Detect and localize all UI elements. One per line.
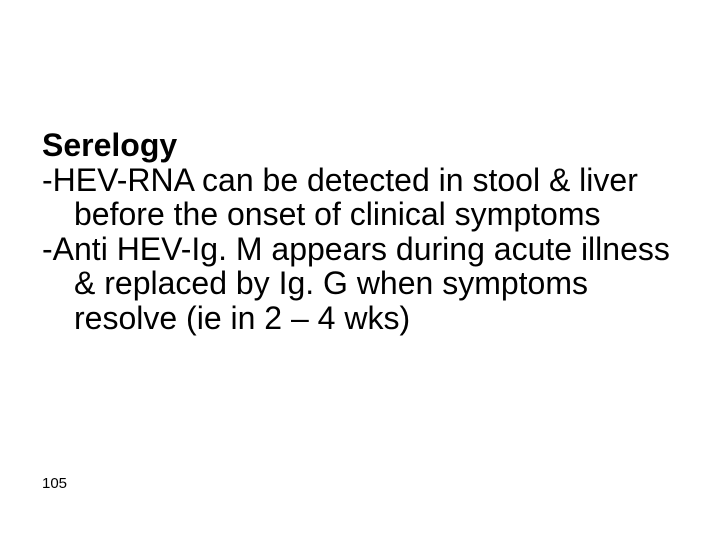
page-number: 105 [42,475,67,492]
slide: Serelogy -HEV-RNA can be detected in sto… [0,0,720,540]
bullet-hev-rna: -HEV-RNA can be detected in stool & live… [42,163,678,232]
bullet-anti-hev-igm: -Anti HEV-Ig. M appears during acute ill… [42,232,678,336]
heading-serelogy: Serelogy [42,128,678,163]
